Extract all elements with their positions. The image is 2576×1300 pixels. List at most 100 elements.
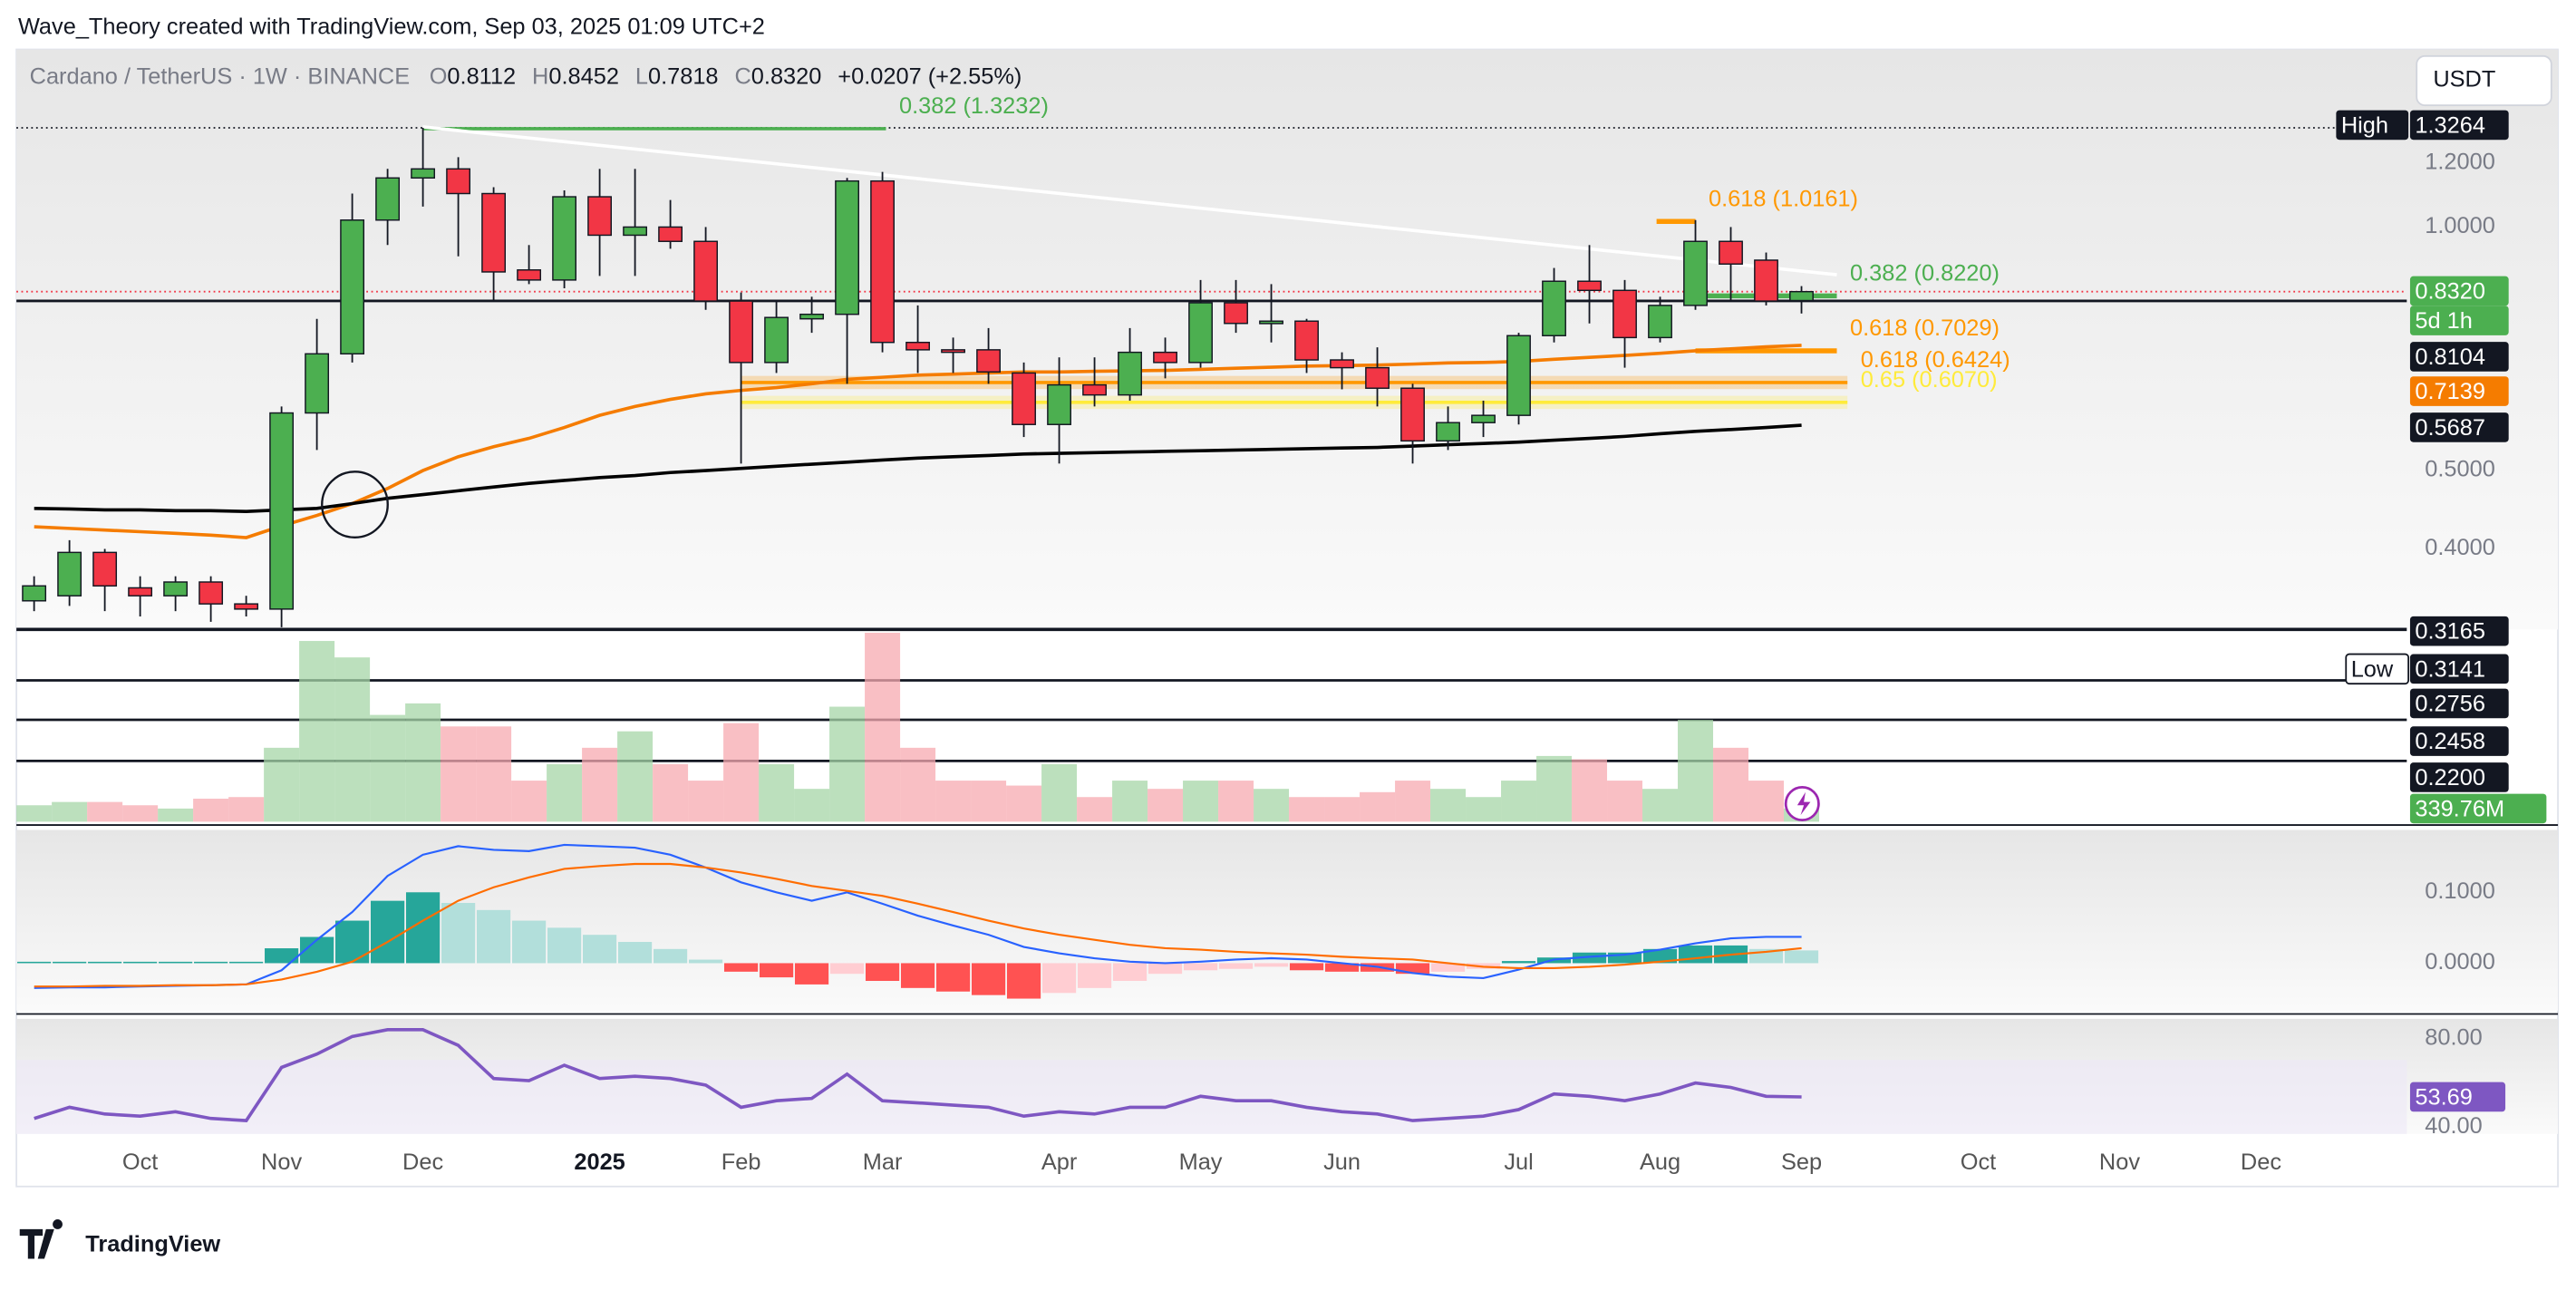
volume-bar xyxy=(122,805,159,822)
candle-body xyxy=(22,585,47,602)
candle-body xyxy=(1436,422,1460,442)
candle-body xyxy=(1719,240,1743,265)
macd-histogram-bar xyxy=(1678,945,1713,964)
candle-body xyxy=(1118,351,1142,396)
x-tick-label: May xyxy=(1179,1150,1223,1175)
macd-histogram-bar xyxy=(511,920,547,964)
candle-body xyxy=(1648,305,1672,339)
x-tick-label: Jun xyxy=(1323,1150,1361,1175)
macd-histogram-bar xyxy=(688,959,723,964)
level-label: 0.618 (0.7029) xyxy=(1850,315,2000,341)
volume-bar xyxy=(405,703,441,822)
macd-histogram-bar xyxy=(477,909,511,964)
volume-bar xyxy=(193,799,229,822)
macd-histogram-bar xyxy=(1607,952,1642,964)
volume-bar xyxy=(971,781,1007,822)
volume-bar xyxy=(1536,755,1573,822)
macd-histogram-bar xyxy=(653,948,688,964)
ohlc-key: L xyxy=(635,63,648,89)
y-tick-label: 0.1000 xyxy=(2425,878,2495,904)
macd-histogram-bar xyxy=(194,961,228,964)
x-tick-label: Aug xyxy=(1640,1150,1680,1175)
candle-body xyxy=(1612,289,1637,339)
symbol-legend: Cardano / TetherUS · 1W · BINANCE O0.811… xyxy=(30,63,1022,89)
volume-bar xyxy=(1360,791,1396,822)
macd-histogram-bar xyxy=(53,961,87,964)
volume-bar xyxy=(723,723,760,822)
macd-histogram-bar xyxy=(229,961,264,964)
volume-bar xyxy=(334,657,371,822)
x-tick-label: Oct xyxy=(122,1150,158,1175)
price-badge-label: 0.2458 xyxy=(2415,729,2485,754)
trendline xyxy=(422,125,1837,276)
volume-bar xyxy=(1466,797,1502,822)
candle-body xyxy=(199,581,224,605)
price-badge xyxy=(2336,110,2409,141)
x-tick-label: Feb xyxy=(721,1150,761,1175)
macd-histogram-bar xyxy=(1112,963,1148,982)
plot: Oct Nov Dec 2025 Feb Mar Apr May Jun Jul Aug Sep Oct… xyxy=(16,93,2547,1175)
macd-histogram-bar xyxy=(1006,963,1041,999)
x-tick-label: Oct xyxy=(1961,1150,1996,1175)
volume-bar xyxy=(1395,781,1431,822)
macd-line xyxy=(34,843,1802,989)
rsi-line xyxy=(34,1028,1802,1122)
candle-body xyxy=(1330,359,1354,369)
candle-body xyxy=(1047,383,1071,425)
currency-button[interactable] xyxy=(2416,54,2552,107)
ohlc-value: 0.8320 xyxy=(751,63,822,89)
volume-bar xyxy=(1430,789,1467,822)
price-badge xyxy=(2409,1082,2506,1112)
volume-bar xyxy=(829,706,866,822)
ohlc-key: H xyxy=(532,63,548,89)
price-badge xyxy=(2409,616,2509,646)
price-badge xyxy=(2409,688,2509,719)
volume-bar xyxy=(794,789,830,822)
macd-histogram-bar xyxy=(1041,963,1077,994)
ohlc-value: 0.8112 xyxy=(447,63,516,89)
currency-label[interactable]: USDT xyxy=(2433,67,2495,92)
volume-bar xyxy=(1148,789,1184,822)
macd-histogram-bar xyxy=(123,961,158,964)
macd-histogram-bar xyxy=(441,903,476,964)
candle-body xyxy=(1294,320,1319,361)
annotation-circle xyxy=(321,471,389,539)
candle-body xyxy=(1153,351,1177,364)
price-badge xyxy=(2409,306,2509,335)
volume-bar xyxy=(87,801,123,822)
macd-histogram-bar xyxy=(1572,952,1607,964)
candle-body xyxy=(1400,387,1425,442)
candle-body xyxy=(870,179,895,344)
price-badge-label: 0.7139 xyxy=(2415,379,2485,404)
level-label: 0.382 (0.8220) xyxy=(1850,261,2000,286)
candle-body xyxy=(481,192,507,273)
candle-body xyxy=(375,177,401,221)
macd-histogram-bar xyxy=(794,963,829,985)
macd-histogram-bar xyxy=(582,935,617,964)
signal-line xyxy=(34,862,1802,988)
price-badge-label: 0.5687 xyxy=(2415,415,2485,441)
y-tick-label: 0.4000 xyxy=(2425,535,2495,560)
candle-body xyxy=(1506,335,1531,416)
ohlc-change: +0.0207 (+2.55%) xyxy=(838,63,1022,89)
candle-body xyxy=(976,349,1001,373)
price-badge-label: 0.3165 xyxy=(2415,619,2485,645)
macd-histogram-bar xyxy=(1183,963,1218,971)
volume-bar xyxy=(1183,781,1219,822)
candle-body xyxy=(623,226,647,237)
macd-histogram-bar xyxy=(865,963,900,982)
candle-body xyxy=(1365,366,1390,389)
candle-body xyxy=(269,412,295,610)
logo-text: TradingView xyxy=(85,1232,220,1257)
macd-histogram-bar xyxy=(1395,963,1430,975)
candle-body xyxy=(446,168,471,195)
x-tick-label: Nov xyxy=(2099,1150,2140,1175)
volume-bar xyxy=(1254,789,1290,822)
price-badge xyxy=(2409,276,2509,306)
candle-body xyxy=(658,226,683,242)
x-tick-label: Dec xyxy=(402,1150,443,1175)
price-badge xyxy=(2409,654,2509,684)
y-tick-label: 0.0000 xyxy=(2425,949,2495,975)
price-badge-label: High xyxy=(2341,112,2388,138)
ohlc-value: 0.8452 xyxy=(548,63,619,89)
